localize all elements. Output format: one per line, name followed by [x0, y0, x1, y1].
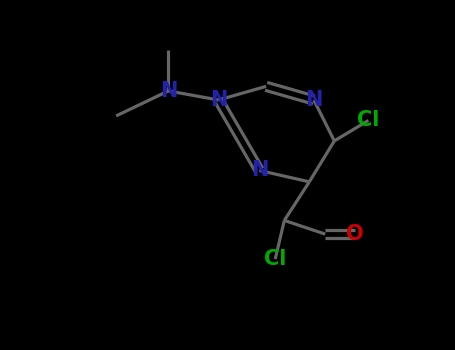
Text: N: N — [305, 90, 323, 110]
Text: N: N — [210, 90, 227, 110]
Text: O: O — [346, 224, 364, 244]
Text: Cl: Cl — [357, 111, 379, 131]
Text: N: N — [160, 81, 177, 101]
Text: N: N — [251, 160, 268, 181]
Text: Cl: Cl — [264, 249, 286, 269]
